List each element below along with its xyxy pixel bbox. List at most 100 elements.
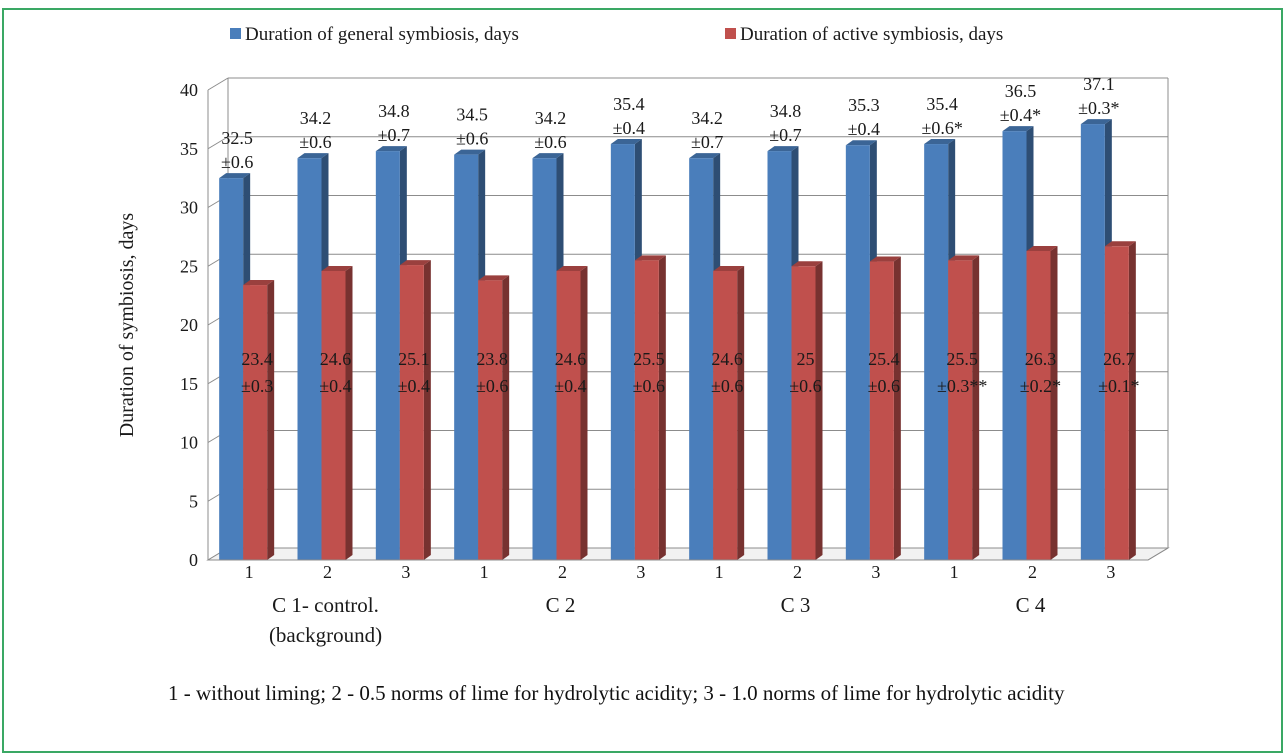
data-label-general-error: ±0.6 xyxy=(299,132,331,152)
bar-top xyxy=(634,255,666,261)
data-label-active-error: ±0.4 xyxy=(398,376,430,396)
bar-top xyxy=(532,153,564,159)
bar-top xyxy=(297,153,329,159)
bar-active-symbiosis xyxy=(399,265,424,560)
data-label-general-value: 34.2 xyxy=(300,108,332,128)
bar-general-symbiosis xyxy=(845,145,870,560)
bar-top xyxy=(1104,241,1136,247)
bar-side xyxy=(658,255,666,560)
bar-active-symbiosis xyxy=(869,261,894,560)
bar-side xyxy=(1050,245,1058,560)
data-label-general-value: 37.1 xyxy=(1083,74,1115,94)
data-label-active-error: ±0.6 xyxy=(633,376,665,396)
data-label-active-value: 23.8 xyxy=(476,349,508,369)
bar-side xyxy=(893,256,901,560)
bar-top xyxy=(219,173,251,179)
data-label-general-error: ±0.6 xyxy=(534,132,566,152)
y-tick-label: 35 xyxy=(180,139,198,159)
y-tick-label: 40 xyxy=(180,80,198,100)
group-label: C 2 xyxy=(546,593,576,617)
bar-active-symbiosis xyxy=(948,260,973,560)
x-tick-label: 1 xyxy=(715,562,724,582)
bar-top xyxy=(713,265,745,271)
bar-active-symbiosis xyxy=(478,280,503,560)
bar-active-symbiosis xyxy=(713,270,738,560)
bar-side xyxy=(1128,241,1136,560)
data-label-active-value: 23.4 xyxy=(241,349,273,369)
data-label-general-value: 36.5 xyxy=(1005,81,1037,101)
data-label-active-value: 24.6 xyxy=(711,349,743,369)
x-tick-label: 2 xyxy=(793,562,802,582)
x-tick-label: 2 xyxy=(1028,562,1037,582)
bar-general-symbiosis xyxy=(1080,124,1105,560)
bar-general-symbiosis xyxy=(454,154,479,560)
y-tick-label: 15 xyxy=(180,374,198,394)
data-label-active-error: ±0.2* xyxy=(1020,376,1061,396)
x-tick-label: 1 xyxy=(950,562,959,582)
data-label-active-value: 24.6 xyxy=(555,349,587,369)
data-label-general-value: 34.2 xyxy=(691,108,723,128)
bar-side xyxy=(737,265,745,560)
data-label-active-value: 24.6 xyxy=(320,349,352,369)
bar-general-symbiosis xyxy=(1002,131,1027,560)
bar-general-symbiosis xyxy=(375,151,400,560)
bar-general-symbiosis xyxy=(767,151,792,560)
legend-label: Duration of active symbiosis, days xyxy=(740,24,1003,45)
x-tick-label: 2 xyxy=(323,562,332,582)
x-tick-label: 1 xyxy=(480,562,489,582)
bar-top xyxy=(478,275,510,281)
data-label-general-value: 34.5 xyxy=(456,105,488,125)
bar-side xyxy=(502,275,510,560)
data-label-general-error: ±0.6 xyxy=(221,152,253,172)
y-axis-label: Duration of symbiosis, days xyxy=(116,213,138,438)
data-label-active-error: ±0.3 xyxy=(241,376,273,396)
data-label-general-error: ±0.7 xyxy=(769,125,801,145)
data-label-active-error: ±0.6 xyxy=(868,376,900,396)
data-label-active-value: 26.7 xyxy=(1103,349,1135,369)
y-tick-label: 25 xyxy=(180,256,198,276)
data-label-active-value: 26.3 xyxy=(1025,349,1057,369)
bar-active-symbiosis xyxy=(634,260,659,560)
bar-side xyxy=(267,280,275,560)
data-label-active-value: 25.5 xyxy=(633,349,665,369)
bar-active-symbiosis xyxy=(1026,250,1051,560)
bar-top xyxy=(610,139,642,145)
bar-general-symbiosis xyxy=(532,158,557,560)
data-label-general-error: ±0.6* xyxy=(921,118,962,138)
data-label-general-error: ±0.6 xyxy=(456,129,488,149)
legend-swatch xyxy=(725,28,736,39)
data-label-general-error: ±0.4* xyxy=(1000,105,1041,125)
data-label-general-value: 35.3 xyxy=(848,95,880,115)
y-tick-label: 5 xyxy=(189,491,198,511)
bar-side xyxy=(423,260,431,560)
bar-top xyxy=(948,255,980,261)
x-tick-label: 3 xyxy=(636,562,645,582)
footnote: 1 - without liming; 2 - 0.5 norms of lim… xyxy=(168,681,1065,705)
x-tick-label: 2 xyxy=(558,562,567,582)
bar-top xyxy=(1002,126,1034,132)
bar-top xyxy=(321,265,353,271)
bar-top xyxy=(243,280,275,286)
data-label-active-error: ±0.3** xyxy=(937,376,987,396)
x-tick-label: 1 xyxy=(245,562,254,582)
data-label-general-error: ±0.4 xyxy=(613,118,645,138)
bar-general-symbiosis xyxy=(689,158,714,560)
bar-general-symbiosis xyxy=(610,144,635,561)
data-label-general-value: 32.5 xyxy=(221,128,253,148)
legend-swatch xyxy=(230,28,241,39)
data-label-general-value: 34.8 xyxy=(378,101,410,121)
gridline-side xyxy=(207,77,229,91)
bar-top xyxy=(924,139,956,145)
data-label-active-error: ±0.6 xyxy=(711,376,743,396)
data-label-active-value: 25.1 xyxy=(398,349,430,369)
bar-top xyxy=(689,153,721,159)
data-label-general-error: ±0.3* xyxy=(1078,98,1119,118)
y-tick-label: 20 xyxy=(180,315,198,335)
y-tick-label: 0 xyxy=(189,550,198,570)
group-label: C 4 xyxy=(1016,593,1046,617)
bar-top xyxy=(556,265,588,271)
bar-side xyxy=(815,261,823,560)
data-label-active-error: ±0.4 xyxy=(554,376,586,396)
data-label-active-error: ±0.1* xyxy=(1098,376,1139,396)
